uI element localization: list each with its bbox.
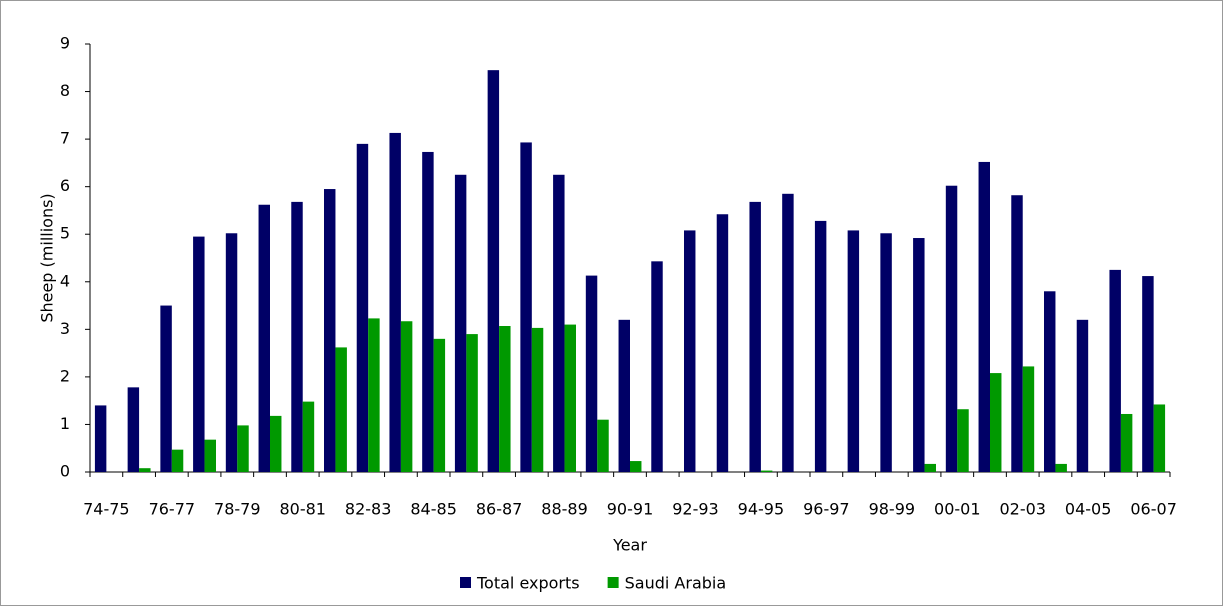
bar — [553, 174, 565, 472]
x-tick-label: 92-93 — [672, 500, 719, 519]
bar — [302, 401, 315, 472]
bar — [1011, 195, 1023, 472]
bar — [945, 185, 958, 472]
bar — [760, 470, 773, 472]
bar — [847, 230, 860, 472]
bar — [814, 220, 827, 472]
y-tick-label: 5 — [60, 224, 70, 243]
bar — [291, 201, 303, 472]
bar — [1109, 269, 1121, 472]
x-axis-label: Year — [612, 536, 647, 555]
bar — [139, 468, 151, 472]
y-tick-label: 4 — [60, 271, 70, 290]
y-axis-label: Sheep (millions) — [38, 193, 57, 322]
bar — [171, 449, 184, 472]
bar — [1120, 413, 1133, 472]
bar — [258, 204, 270, 472]
x-tick-label: 06-07 — [1130, 500, 1177, 519]
bar — [499, 326, 511, 472]
legend-swatch — [460, 577, 471, 588]
bar — [630, 461, 642, 472]
bar — [400, 321, 413, 472]
x-tick-label: 88-89 — [541, 500, 588, 519]
x-tick-label: 84-85 — [410, 500, 457, 519]
y-tick-label: 2 — [60, 366, 70, 385]
bar — [237, 425, 249, 472]
bar — [749, 201, 761, 472]
y-tick-label: 0 — [60, 462, 70, 481]
bar — [618, 319, 630, 472]
bar — [520, 142, 532, 472]
bar — [990, 373, 1002, 472]
bar — [597, 419, 609, 472]
bar — [270, 415, 282, 472]
bar — [433, 338, 446, 472]
bar — [193, 236, 205, 472]
bar — [684, 230, 696, 472]
bar — [924, 463, 936, 472]
legend-label: Saudi Arabia — [625, 574, 727, 593]
bar — [585, 275, 598, 472]
y-tick-label: 7 — [60, 129, 70, 148]
x-tick-label: 00-01 — [934, 500, 981, 519]
bar — [356, 143, 369, 472]
x-tick-label: 94-95 — [738, 500, 785, 519]
bar — [1142, 276, 1154, 472]
x-tick-label: 90-91 — [607, 500, 654, 519]
x-tick-label: 86-87 — [476, 500, 523, 519]
x-tick-label: 76-77 — [149, 500, 196, 519]
y-tick-label: 1 — [60, 414, 70, 433]
bar — [957, 409, 969, 472]
bar — [1044, 291, 1056, 472]
y-tick-label: 6 — [60, 176, 70, 195]
bar — [389, 132, 401, 472]
bar — [335, 347, 347, 472]
bar — [1022, 366, 1035, 472]
bar — [422, 151, 434, 472]
bar — [94, 405, 107, 472]
bar — [782, 193, 794, 473]
bar — [368, 318, 380, 472]
legend-label: Total exports — [476, 574, 580, 593]
bar — [716, 214, 729, 472]
x-tick-label: 82-83 — [345, 500, 392, 519]
y-tick-label: 8 — [60, 81, 70, 100]
bar — [1076, 319, 1089, 472]
y-tick-label: 3 — [60, 319, 70, 338]
bar — [531, 327, 544, 472]
bar — [454, 174, 467, 472]
x-tick-label: 02-03 — [999, 500, 1046, 519]
x-tick-label: 98-99 — [869, 500, 916, 519]
bar — [225, 233, 238, 472]
y-tick-label: 9 — [60, 34, 70, 53]
bar — [978, 161, 990, 472]
x-tick-label: 96-97 — [803, 500, 850, 519]
legend-swatch — [607, 577, 619, 588]
x-tick-label: 80-81 — [279, 500, 326, 519]
x-tick-label: 74-75 — [83, 500, 130, 519]
bar — [487, 70, 500, 473]
x-tick-label: 04-05 — [1065, 500, 1112, 519]
bar — [324, 189, 336, 473]
bar — [1055, 463, 1067, 472]
bar — [160, 305, 172, 472]
bar — [564, 324, 576, 472]
bar — [1153, 404, 1166, 472]
bar — [204, 439, 216, 472]
x-tick-label: 78-79 — [214, 500, 261, 519]
bar — [913, 238, 925, 472]
bar — [466, 334, 478, 472]
bar — [651, 261, 663, 472]
bar — [127, 387, 140, 472]
bar — [880, 233, 892, 472]
